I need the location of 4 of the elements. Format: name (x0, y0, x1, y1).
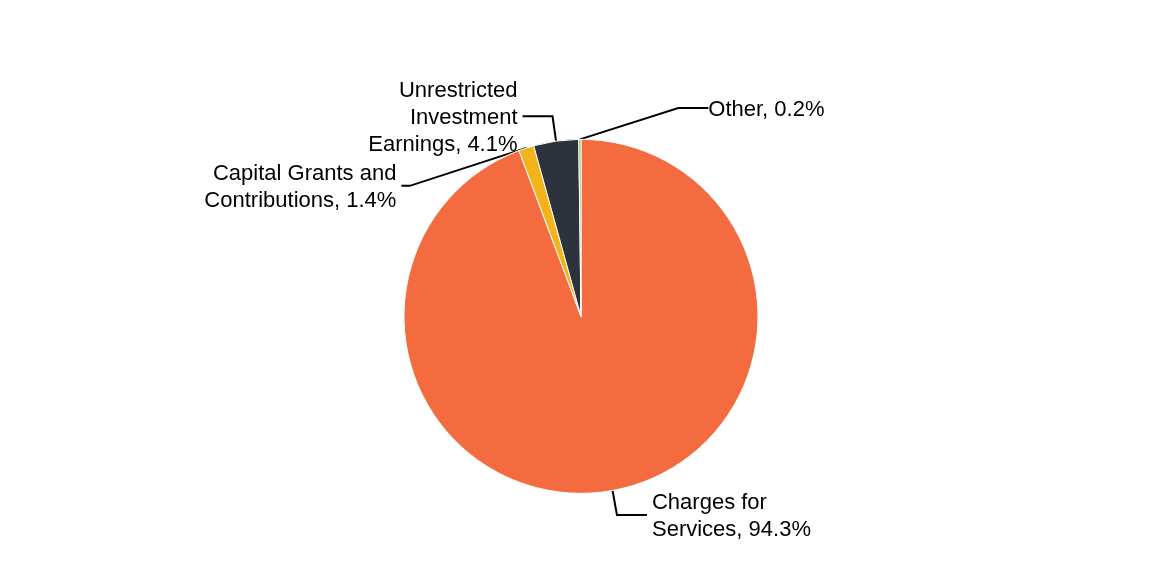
slice-label: Capital Grants and Contributions, 1.4% (204, 159, 397, 212)
slice-label: Unrestricted Investment Earnings, 4.1% (368, 76, 518, 156)
slice-label: Charges for Services, 94.3% (651, 489, 811, 542)
slice-label: Other, 0.2% (708, 95, 825, 121)
